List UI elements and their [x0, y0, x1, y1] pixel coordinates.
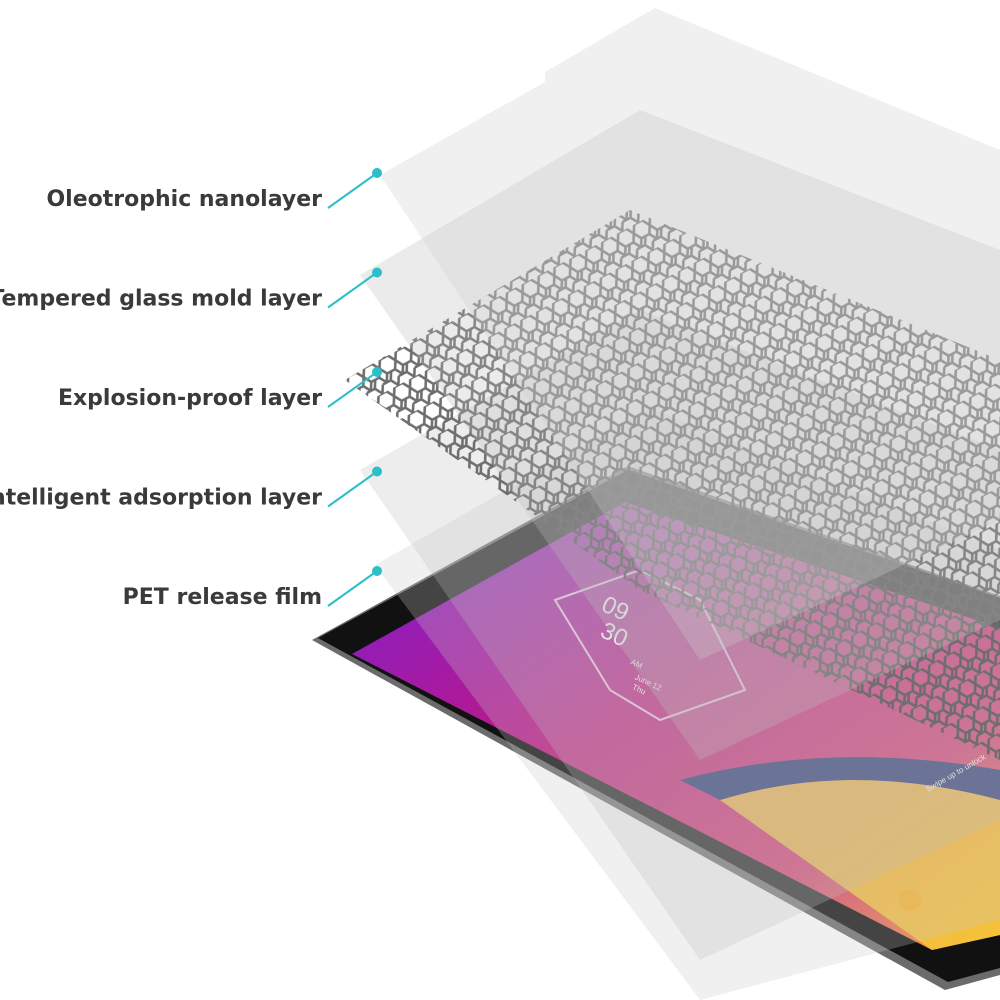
leader-line: [327, 271, 378, 309]
layer-label: PET release film: [123, 585, 322, 610]
labels: Oleotrophic nanolayer Tempered glass mold…: [0, 168, 382, 610]
leader-line: [327, 570, 378, 607]
layer-label: Explosion-proof layer: [58, 386, 322, 411]
layer-label: Oleotrophic nanolayer: [46, 187, 322, 212]
leader-line: [327, 371, 378, 408]
leader-dot: [372, 466, 382, 477]
leader-dot: [372, 566, 382, 576]
leader-dot: [372, 367, 382, 377]
layers: [345, 8, 1000, 1000]
leader-line: [327, 172, 378, 209]
leader-line: [327, 470, 378, 508]
layer-2: [360, 110, 1000, 760]
leader-dot: [372, 168, 382, 178]
layer-label: Tempered glass mold layer: [0, 287, 322, 312]
leader-dot: [372, 267, 382, 278]
layer-label: Intelligent adsorption layer: [0, 486, 322, 511]
layer-3: [345, 210, 1000, 760]
layer-1: [380, 8, 1000, 660]
